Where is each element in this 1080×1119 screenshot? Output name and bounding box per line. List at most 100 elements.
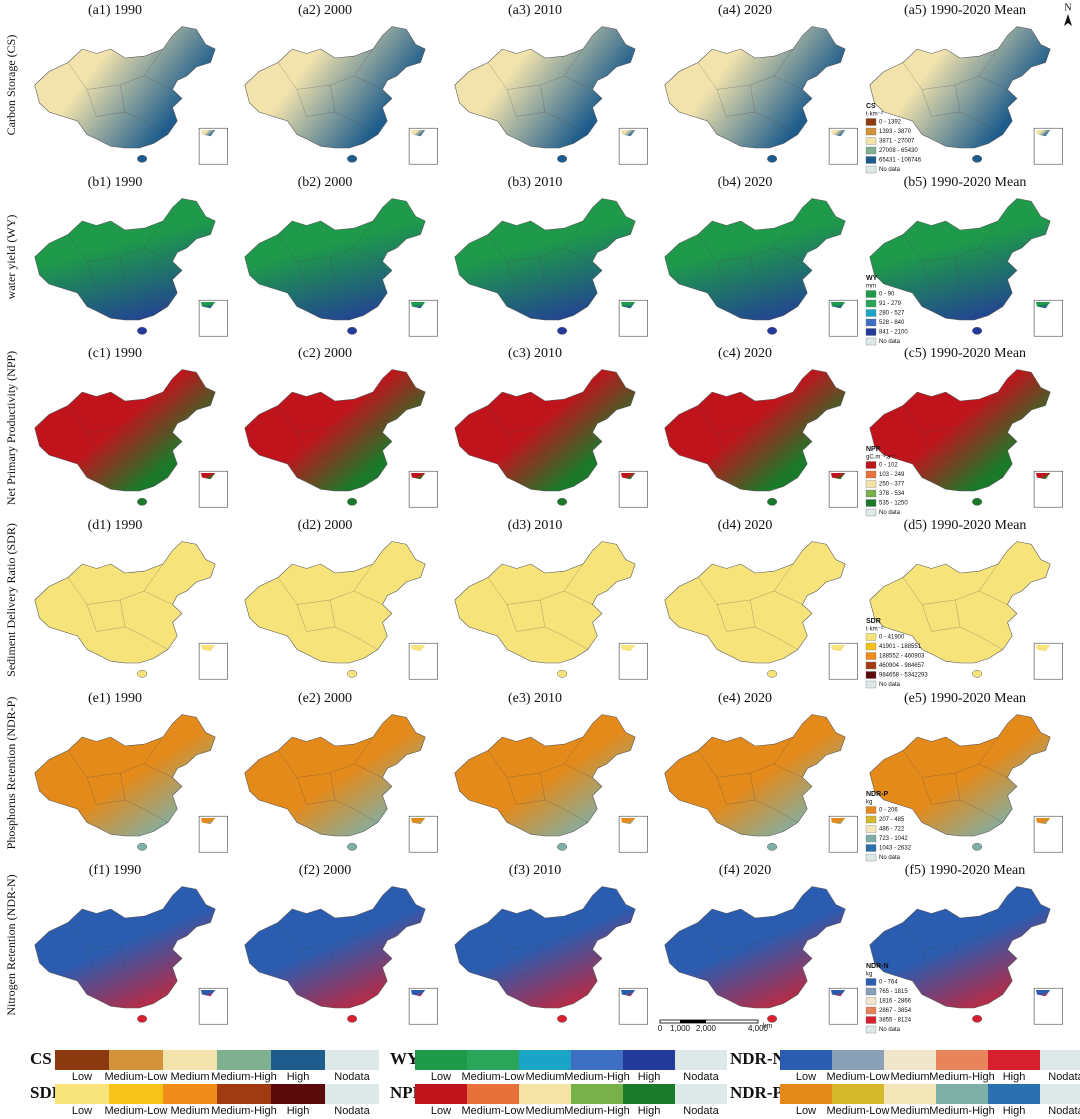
province-borders — [487, 908, 593, 995]
island — [137, 1014, 148, 1023]
country — [454, 541, 636, 664]
map — [869, 714, 1063, 853]
panel-title: (a2) 2000 — [298, 3, 352, 18]
inset-coast — [1036, 645, 1051, 652]
bar-swatch — [832, 1050, 884, 1070]
legend-item: 0 - 1392 — [879, 120, 902, 126]
country — [244, 541, 426, 664]
inset-coast — [1036, 473, 1051, 480]
province-borders — [277, 391, 383, 478]
bar-class: Nodata — [334, 1105, 370, 1117]
province-borders — [697, 908, 803, 995]
country — [34, 198, 216, 321]
legend-unit: kg — [866, 972, 872, 978]
bar-class: High — [287, 1071, 310, 1083]
bar-swatch — [571, 1084, 623, 1104]
bar-swatch — [780, 1050, 832, 1070]
bar-swatch — [519, 1050, 571, 1070]
bar-class: Medium-High — [211, 1071, 276, 1083]
panel-title: (c5) 1990-2020 Mean — [904, 346, 1026, 361]
legend-item: 188552 - 460903 — [879, 654, 925, 660]
map — [869, 886, 1063, 1025]
province-borders — [487, 736, 593, 823]
bar-class: Medium-Low — [827, 1071, 890, 1083]
province-borders — [277, 563, 383, 650]
legend-item: 103 - 249 — [879, 472, 905, 478]
bar-swatch — [780, 1084, 832, 1104]
legend-swatch — [865, 1025, 877, 1034]
legend-item: 91 - 279 — [879, 301, 902, 307]
island — [347, 326, 358, 335]
bar-class: Nodata — [1048, 1105, 1080, 1117]
province-borders — [67, 220, 173, 307]
province-borders — [67, 48, 173, 135]
legend-item: 723 - 1042 — [879, 836, 908, 842]
island — [347, 497, 358, 506]
bar-label: NPP — [390, 1083, 423, 1102]
legend-item: 765 - 1815 — [879, 989, 908, 995]
inset-coast — [621, 302, 636, 309]
bar-class: Low — [72, 1071, 92, 1083]
map — [244, 714, 438, 853]
inset-coast — [621, 473, 636, 480]
island — [767, 842, 778, 851]
province-borders — [902, 391, 1008, 478]
country — [34, 886, 216, 1009]
bar-swatch — [1040, 1050, 1080, 1070]
bar-class: High — [1003, 1105, 1026, 1117]
bar-class: Nodata — [334, 1071, 370, 1083]
inset-coast — [411, 818, 426, 825]
map — [34, 369, 228, 508]
row-label: water yield (WY) — [4, 215, 18, 300]
province-borders — [67, 736, 173, 823]
legend-item: 1043 - 2632 — [879, 846, 912, 852]
panel-title: (c4) 2020 — [718, 346, 772, 361]
island — [972, 842, 983, 851]
scale-label: 2,000 — [696, 1024, 717, 1033]
province-borders — [902, 48, 1008, 135]
island — [767, 154, 778, 163]
bar-class: Medium-High — [929, 1105, 994, 1117]
panel-title: (d3) 2010 — [508, 518, 563, 533]
panel-title: (b1) 1990 — [88, 175, 143, 190]
inset-coast — [831, 130, 846, 137]
bar-class: Low — [431, 1071, 451, 1083]
panel-title: (e5) 1990-2020 Mean — [904, 691, 1026, 706]
panel-title: (b3) 2010 — [508, 175, 563, 190]
island — [972, 1014, 983, 1023]
legend-unit: mm — [866, 284, 876, 290]
legend-item: No data — [879, 682, 901, 688]
bar-class: High — [638, 1071, 661, 1083]
scale-label: 1,000 — [670, 1024, 691, 1033]
legend-unit: t·km⁻² — [866, 112, 883, 118]
legend-item: No data — [879, 510, 901, 516]
island — [557, 669, 568, 678]
legend-swatch — [865, 146, 877, 155]
legend-item: 0 - 102 — [879, 463, 898, 469]
legend-swatch — [865, 137, 877, 145]
country — [244, 198, 426, 321]
bar-class: Medium — [890, 1071, 929, 1083]
bar-swatch — [936, 1050, 988, 1070]
panel-title: (a5) 1990-2020 Mean — [904, 3, 1026, 18]
country — [664, 541, 846, 664]
province-borders — [902, 908, 1008, 995]
bar-swatch — [163, 1084, 217, 1104]
inset-coast — [201, 645, 216, 652]
north-label: N — [1064, 2, 1071, 13]
province-borders — [277, 220, 383, 307]
legend-swatch — [865, 815, 877, 824]
island — [767, 1014, 778, 1023]
legend-swatch — [865, 337, 877, 346]
inset-coast — [411, 473, 426, 480]
island — [767, 669, 778, 678]
legend-swatch — [865, 165, 877, 174]
inset-coast — [1036, 302, 1051, 309]
inset-coast — [831, 473, 846, 480]
legend-unit: gC.m⁻².a⁻¹ — [866, 455, 896, 461]
island — [557, 154, 568, 163]
bar-swatch — [623, 1084, 675, 1104]
legend-item: 528 - 840 — [879, 320, 905, 326]
bar-class: Medium-High — [564, 1071, 629, 1083]
bar-swatch — [467, 1050, 519, 1070]
